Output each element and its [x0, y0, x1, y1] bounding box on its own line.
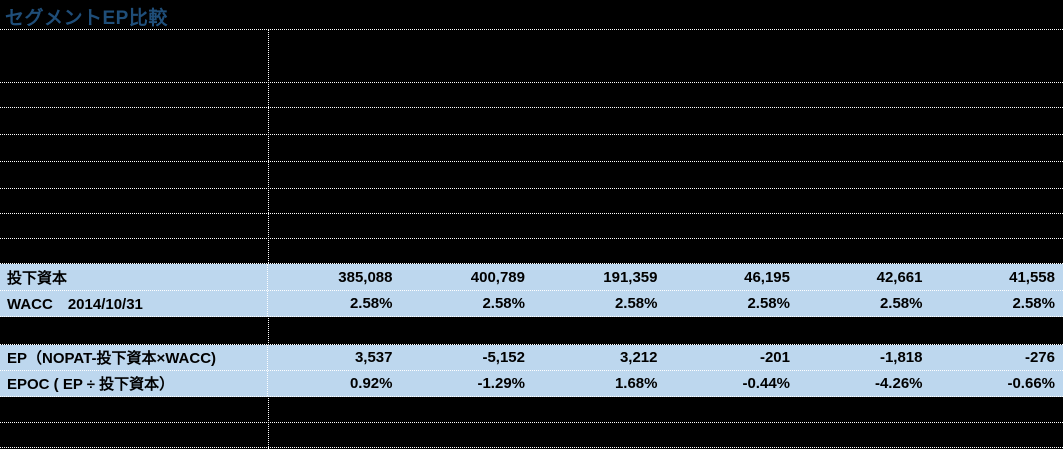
cell-value[interactable]: 3,537: [354, 349, 393, 366]
cell-value[interactable]: 400,789: [470, 268, 525, 286]
cell-value[interactable]: -1.29%: [477, 375, 525, 392]
gridline-h: [0, 447, 1063, 448]
cell-value[interactable]: 2.58%: [1012, 295, 1055, 312]
table-row-ep: EP（NOPAT-投下資本×WACC) 3,537 -5,152 3,212 -…: [0, 345, 1063, 371]
cell-value[interactable]: -0.66%: [1007, 375, 1055, 392]
cell-value[interactable]: 42,661: [876, 268, 923, 286]
cell-value[interactable]: 0.92%: [349, 375, 393, 392]
cell-label-epoc[interactable]: EPOC ( EP ÷ 投下資本）: [0, 371, 268, 396]
gridline-v: [268, 29, 269, 449]
cell-value[interactable]: 46,195: [744, 268, 790, 286]
table-row-wacc: WACC 2014/10/31 2.58% 2.58% 2.58% 2.58% …: [0, 291, 1063, 317]
cell-value[interactable]: -0.44%: [742, 375, 790, 392]
cell-value[interactable]: 385,088: [338, 268, 393, 286]
gridline-h: [0, 107, 1063, 108]
cell-label-ep[interactable]: EP（NOPAT-投下資本×WACC): [0, 345, 268, 370]
cell-value[interactable]: 2.58%: [747, 295, 790, 312]
gridline-h: [0, 29, 1063, 30]
gridline-h: [0, 188, 1063, 189]
cell-value[interactable]: -276: [1024, 349, 1055, 366]
cell-label-wacc[interactable]: WACC 2014/10/31: [0, 291, 268, 316]
cell-value[interactable]: -5,152: [482, 349, 525, 366]
cell-value[interactable]: -4.26%: [874, 375, 923, 392]
gridline-h: [0, 238, 1063, 239]
cell-label-invested-capital[interactable]: 投下資本: [0, 264, 268, 290]
gridline-h: [0, 213, 1063, 214]
table-block-capital-wacc: 投下資本 385,088 400,789 191,359 46,195 42,6…: [0, 263, 1063, 317]
sheet-title[interactable]: セグメントEP比較: [5, 8, 168, 29]
cell-value[interactable]: -201: [759, 349, 790, 366]
gridline-h: [0, 161, 1063, 162]
table-row-epoc: EPOC ( EP ÷ 投下資本） 0.92% -1.29% 1.68% -0.…: [0, 371, 1063, 397]
cell-value[interactable]: 41,558: [1009, 268, 1055, 286]
cell-value[interactable]: 191,359: [603, 268, 658, 286]
cell-value[interactable]: 3,212: [619, 349, 658, 366]
cell-value[interactable]: 2.58%: [349, 295, 393, 312]
cell-value[interactable]: 2.58%: [614, 295, 658, 312]
gridline-h: [0, 134, 1063, 135]
table-block-ep-epoc: EP（NOPAT-投下資本×WACC) 3,537 -5,152 3,212 -…: [0, 344, 1063, 397]
cell-value[interactable]: 1.68%: [614, 375, 658, 392]
table-row-invested-capital: 投下資本 385,088 400,789 191,359 46,195 42,6…: [0, 264, 1063, 291]
cell-value[interactable]: -1,818: [879, 349, 923, 366]
cell-value[interactable]: 2.58%: [879, 295, 923, 312]
cell-value[interactable]: 2.58%: [482, 295, 525, 312]
gridline-h: [0, 82, 1063, 83]
gridline-h: [0, 422, 1063, 423]
